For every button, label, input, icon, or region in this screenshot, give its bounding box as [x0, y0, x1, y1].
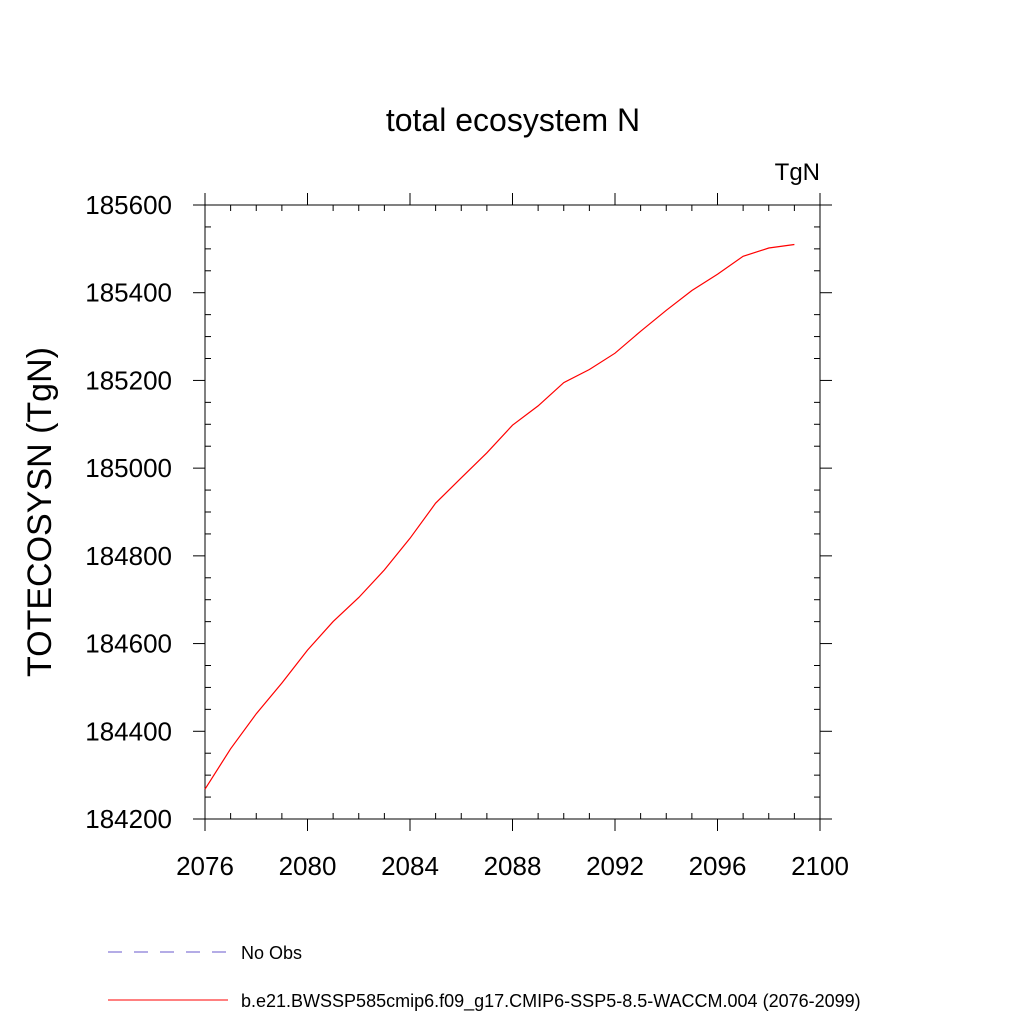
y-tick-label: 184200 [85, 804, 172, 834]
x-tick-label: 2080 [279, 851, 337, 881]
plot-frame [204, 204, 821, 820]
y-tick-label: 184600 [85, 629, 172, 659]
series-line-1 [204, 243, 795, 790]
y-tick-label: 185600 [85, 190, 172, 220]
y-tick-label: 185400 [85, 278, 172, 308]
legend: No Obs b.e21.BWSSP585cmip6.f09_g17.CMIP6-… [108, 943, 861, 1012]
y-tick-label: 185200 [85, 365, 172, 395]
x-tick-label: 2100 [791, 851, 849, 881]
x-tick-label: 2084 [381, 851, 439, 881]
legend-label-0: No Obs [241, 943, 302, 963]
legend-label-1: b.e21.BWSSP585cmip6.f09_g17.CMIP6-SSP5-8… [241, 991, 861, 1012]
x-tick-label: 2092 [586, 851, 644, 881]
units-label: TgN [775, 159, 820, 186]
y-tick-label: 184800 [85, 541, 172, 571]
x-tick-label: 2096 [689, 851, 747, 881]
series-layer [204, 243, 795, 790]
y-tick-label: 184400 [85, 716, 172, 746]
tick-labels: 2076 2080 2084 2088 2092 2096 2100 184200 184400… [85, 190, 849, 881]
x-tick-label: 2088 [484, 851, 542, 881]
chart-title: total ecosystem N [386, 102, 640, 138]
y-axis-label: TOTECOSYSN (TgN) [21, 347, 59, 677]
axis-ticks [193, 193, 832, 831]
y-tick-label: 185000 [85, 453, 172, 483]
x-tick-label: 2076 [176, 851, 234, 881]
